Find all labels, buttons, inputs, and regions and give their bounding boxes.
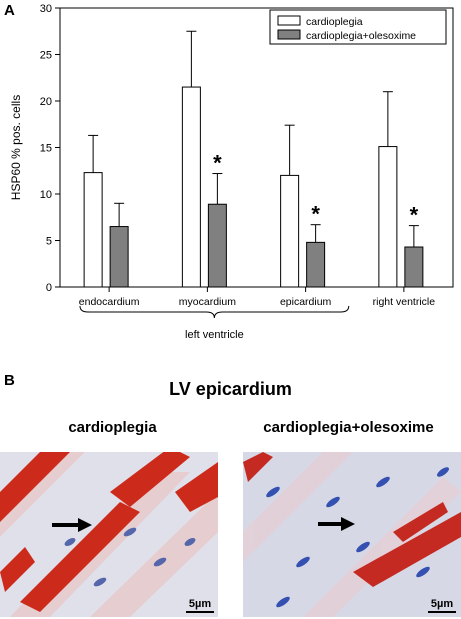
micrograph-cardioplegia-olesoxime [243,452,461,617]
y-tick-label: 5 [46,236,52,248]
significance-star: * [213,151,222,176]
scale-bar-right: 5µm [428,598,456,613]
panel-b-letter: B [4,372,15,389]
micrograph-cardioplegia [0,452,218,617]
y-tick-label: 30 [40,3,52,15]
bar-olesoxime [404,246,424,288]
y-tick-label: 25 [40,50,52,62]
left-ventricle-label: left ventricle [185,329,244,341]
legend-swatch [277,29,301,40]
x-tick-label: right ventricle [373,296,436,308]
bar-cardioplegia [181,86,201,288]
bar-olesoxime [109,226,129,288]
x-tick-label: epicardium [280,296,332,308]
bar-olesoxime [207,203,227,288]
legend-label: cardioplegia+olesoxime [306,30,416,42]
bar-cardioplegia [280,174,300,288]
scale-bar-left-label: 5µm [188,598,212,610]
panel-a-letter: A [4,2,15,19]
y-tick-label: 15 [40,143,52,155]
scale-bar-left: 5µm [186,598,214,613]
y-tick-label: 0 [46,282,52,294]
y-axis-label: HSP60 % pos. cells [9,95,23,200]
x-tick-label: endocardium [79,296,140,308]
significance-star: * [311,202,320,227]
image-right-caption: cardioplegia+olesoxime [263,419,434,436]
bar-cardioplegia [83,172,103,288]
left-ventricle-bracket [79,305,350,319]
significance-star: * [410,203,419,228]
bar-chart: 0 5 10 15 20 25 30 HSP60 % pos. cells endocardiu… [9,3,454,341]
arrow-icon [318,517,355,531]
arrow-icon [52,518,92,532]
bar-cardioplegia [378,146,398,288]
legend-label: cardioplegia [306,16,363,28]
x-tick-label: myocardium [179,296,236,308]
y-tick-label: 10 [40,189,52,201]
legend-swatch [277,15,301,26]
y-tick-label: 20 [40,96,52,108]
panel-b-title: LV epicardium [169,379,292,399]
scale-bar-right-label: 5µm [430,598,454,610]
image-left-caption: cardioplegia [68,419,157,436]
bar-olesoxime [306,241,326,288]
